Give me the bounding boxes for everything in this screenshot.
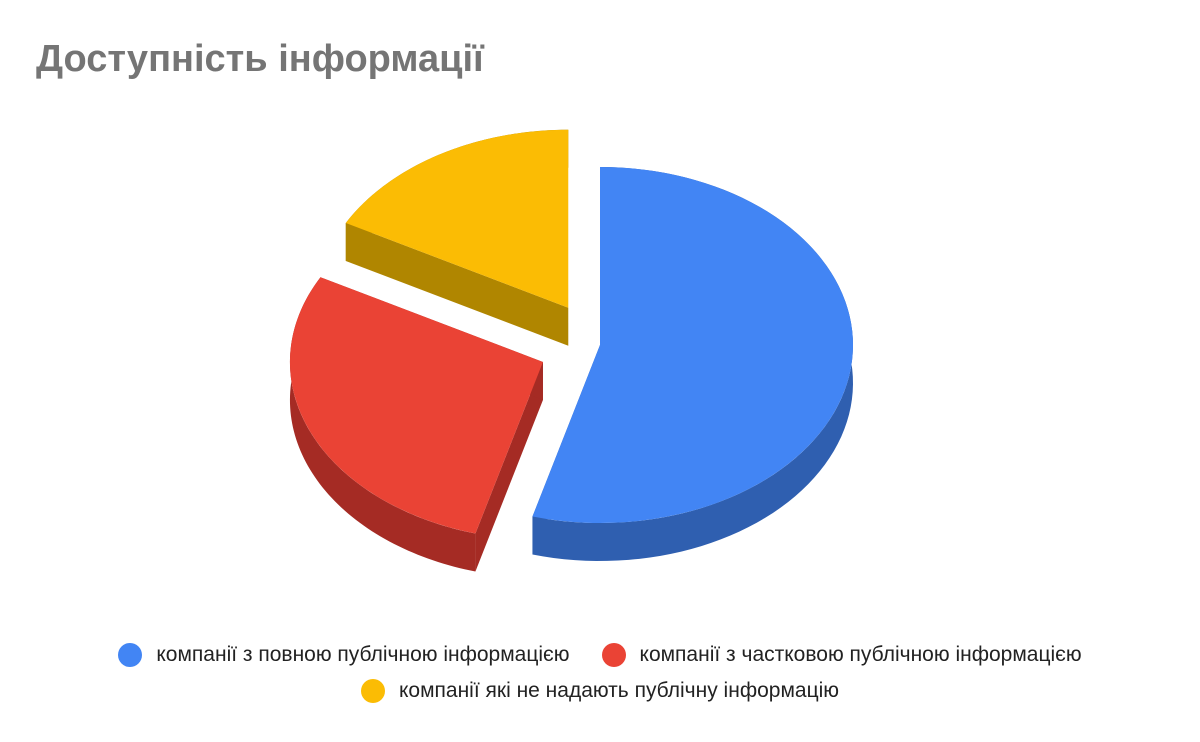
pie-slice <box>345 129 569 308</box>
legend-item[interactable]: компанії які не надають публічну інформа… <box>360 679 840 703</box>
legend-swatch <box>118 643 143 667</box>
slice-side <box>532 167 853 561</box>
legend-swatch <box>360 679 385 703</box>
legend-swatch <box>601 643 626 667</box>
legend-row-2: компанії які не надають публічну інформа… <box>0 679 1200 703</box>
legend-item[interactable]: компанії з частковою публічною інформаці… <box>601 643 1082 667</box>
legend-label: компанії з частковою публічною інформаці… <box>639 643 1082 666</box>
pie-slice <box>532 167 854 523</box>
slice-wall <box>345 222 569 346</box>
legend-row-1: компанії з повною публічною інформацією … <box>0 643 1200 667</box>
pie-slice <box>289 277 543 534</box>
slice-wall <box>475 361 543 572</box>
legend-label: компанії які не надають публічну інформа… <box>398 679 840 702</box>
slice-side <box>289 277 476 572</box>
legend-item[interactable]: компанії з повною публічною інформацією <box>118 643 570 667</box>
chart-title: Доступність інформації <box>36 38 484 80</box>
legend-label: компанії з повною публічною інформацією <box>156 643 570 666</box>
